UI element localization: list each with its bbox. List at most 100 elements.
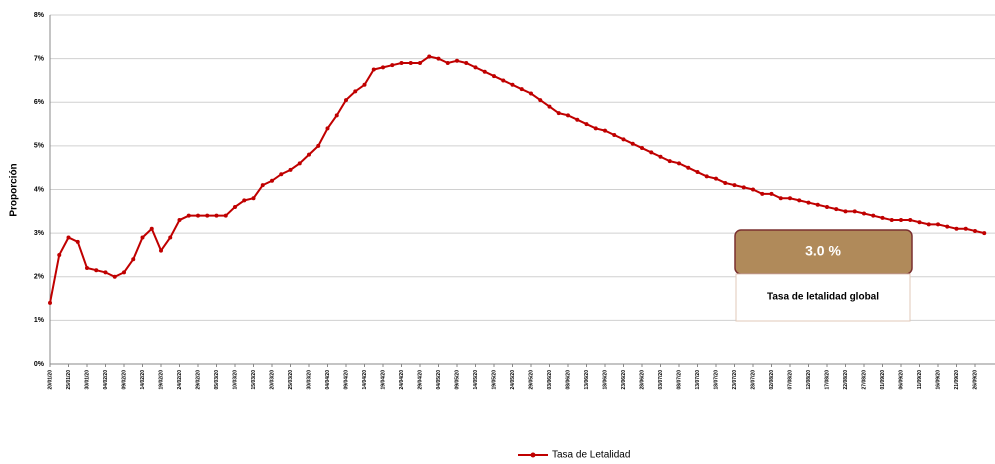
x-tick-label: 08/06/20 [565,370,571,390]
y-tick-label: 3% [34,230,45,237]
x-tick-label: 19/02/20 [158,370,164,390]
x-tick-label: 17/08/20 [824,370,830,390]
point [85,266,89,271]
point [270,178,274,183]
y-tick-label: 1% [34,317,45,324]
y-tick-label: 6% [34,99,45,106]
point [677,161,681,166]
point [233,204,237,209]
point [529,91,533,96]
point [390,63,395,68]
point [825,204,829,209]
x-tick-label: 10/03/20 [232,370,238,390]
point [584,122,589,127]
x-tick-label: 30/03/20 [306,370,312,390]
x-tick-label: 30/01/20 [84,370,90,390]
x-tick-label: 23/07/20 [732,370,738,390]
point [658,154,663,159]
x-tick-label: 16/09/20 [935,370,941,390]
point [603,128,607,133]
point [307,152,311,157]
point [131,257,136,262]
point [66,235,71,240]
point [159,248,163,253]
y-tick-label: 7% [34,55,45,62]
annotation-value: 3.0 % [805,243,841,259]
point [94,268,99,273]
x-tick-label: 29/05/20 [528,370,534,390]
point [325,126,330,131]
point [538,98,543,103]
legend-label: Tasa de Letalidad [552,450,630,461]
x-tick-label: 07/08/20 [787,370,793,390]
point [788,196,792,201]
point [186,213,191,218]
y-tick-label: 0% [34,361,45,368]
x-tick-label: 24/05/20 [510,370,516,390]
point [205,213,210,218]
point [288,167,293,172]
point [593,126,598,131]
point [242,198,247,203]
point [103,270,108,275]
x-tick-label: 04/05/20 [436,370,442,390]
point [381,65,385,70]
point [455,58,459,63]
point [917,220,922,225]
x-tick-label: 01/09/20 [880,370,886,390]
point [556,111,561,116]
x-tick-label: 19/04/20 [380,370,386,390]
x-tick-label: 03/06/20 [547,370,553,390]
point [464,60,469,65]
y-tick-label: 5% [34,143,45,150]
x-tick-label: 11/09/20 [917,370,923,389]
point [57,252,62,257]
point [510,82,515,87]
x-tick-label: 29/02/20 [195,370,201,390]
point [168,235,173,240]
point [621,137,626,142]
point [667,159,672,164]
x-tick-label: 20/03/20 [269,370,275,390]
point [575,117,580,122]
x-tick-label: 29/04/20 [417,370,423,390]
point [140,235,145,240]
point [371,67,376,72]
point [640,146,644,151]
point [723,180,728,185]
point [973,228,977,233]
point [566,113,570,118]
point [279,172,284,177]
x-tick-label: 14/04/20 [362,370,368,390]
point [436,56,441,61]
x-tick-label: 05/03/20 [214,370,220,390]
point [760,191,765,196]
point [260,183,265,188]
point [751,187,755,192]
point [778,196,783,201]
point [122,270,126,275]
point [686,165,691,170]
x-tick-label: 09/05/20 [454,370,460,390]
point [445,60,450,65]
x-tick-label: 22/08/20 [843,370,849,390]
point [732,183,737,188]
point [399,60,404,65]
x-tick-label: 23/06/20 [621,370,627,390]
y-tick-label: 8% [34,12,45,19]
point [936,222,940,227]
point [797,198,802,203]
point [214,213,219,218]
point [48,300,52,305]
x-tick-label: 13/06/20 [584,370,590,390]
point [418,60,422,65]
point [714,176,718,181]
point [75,239,80,244]
point [492,74,496,79]
point [427,54,432,59]
x-tick-label: 28/06/20 [639,370,645,390]
x-tick-label: 14/05/20 [473,370,479,390]
point [344,98,348,103]
x-tick-label: 02/08/20 [769,370,775,390]
point [889,218,894,223]
